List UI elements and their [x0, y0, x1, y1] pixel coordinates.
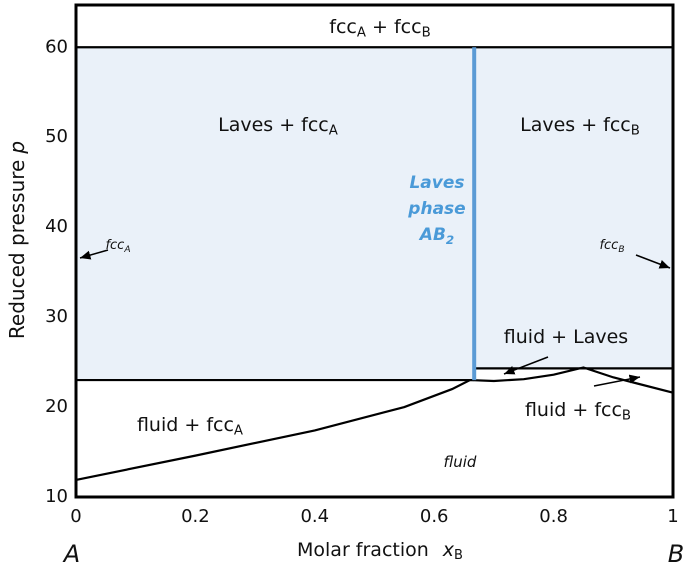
label-part: fluid + Laves — [504, 326, 628, 348]
y-tick-label: 50 — [45, 126, 68, 147]
y-tick-label: 30 — [45, 306, 68, 327]
region-label: fccB — [599, 238, 624, 255]
x-tick-label: 0.8 — [539, 506, 568, 527]
component-label: A — [62, 540, 80, 568]
label-part: fluid + fcc — [137, 414, 234, 436]
label-part: Laves + fcc — [520, 114, 631, 136]
label-part: + fcc — [366, 16, 422, 38]
subscript: A — [329, 124, 338, 139]
shaded-region — [76, 47, 673, 381]
subscript: A — [357, 26, 366, 41]
y-tick-label: 20 — [45, 396, 68, 417]
label-part: phase — [407, 199, 465, 219]
label-part: Reduced pressure — [5, 160, 29, 339]
subscript: A — [123, 244, 130, 254]
pointer-arrow — [593, 374, 641, 387]
label-part: fcc — [599, 238, 618, 253]
subscript: B — [631, 124, 640, 139]
region-label: fccA + fccB — [329, 16, 430, 41]
label-part: fcc — [105, 238, 124, 253]
pointer-arrow — [79, 249, 109, 260]
x-axis-label: Molar fraction xB — [297, 539, 463, 563]
component-label: B — [668, 540, 684, 568]
label-part: fluid + fcc — [525, 399, 622, 421]
subscript: B — [622, 409, 631, 424]
x-tick-label: 0.2 — [181, 506, 210, 527]
pointer-arrow — [503, 356, 549, 375]
x-tick-label: 0.6 — [420, 506, 449, 527]
region-label: fluid + fccB — [525, 399, 631, 424]
region-label: fluid + Laves — [504, 326, 628, 348]
label-part: fluid — [444, 453, 477, 471]
label-part: Molar fraction — [297, 539, 429, 561]
y-axis-label: Reduced pressure p — [5, 141, 29, 339]
pointer-arrow — [635, 254, 671, 269]
x-tick-label: 0.4 — [300, 506, 329, 527]
y-tick-label: 10 — [45, 486, 68, 507]
x-tick-label: 0 — [70, 506, 81, 527]
axis-variable: p — [5, 141, 29, 155]
region-label: fluid + fccA — [137, 414, 243, 439]
phase-boundary — [75, 379, 471, 481]
laves-phase-label: Laves — [409, 173, 464, 193]
subscript: 2 — [446, 233, 454, 247]
region-label: fccA — [105, 238, 130, 255]
subscript: B — [422, 26, 431, 41]
subscript: B — [618, 244, 624, 254]
label-part: fcc — [329, 16, 357, 38]
phase-boundary — [469, 366, 674, 394]
label-part: Laves + fcc — [218, 114, 329, 136]
region-label: Laves + fccB — [520, 114, 640, 139]
subscript: A — [234, 424, 243, 439]
laves-phase-label: phase — [407, 199, 465, 219]
x-tick-label: 1 — [667, 506, 678, 527]
y-tick-label: 60 — [45, 36, 68, 57]
laves-phase-label: AB2 — [418, 225, 454, 247]
y-tick-label: 40 — [45, 216, 68, 237]
plot-frame — [74, 3, 675, 499]
region-label: Laves + fccA — [218, 114, 338, 139]
axis-variable: x — [442, 539, 455, 561]
label-part: Laves — [409, 173, 464, 193]
subscript: B — [454, 548, 463, 563]
label-part: AB — [418, 225, 446, 245]
region-label: fluid — [444, 453, 477, 471]
